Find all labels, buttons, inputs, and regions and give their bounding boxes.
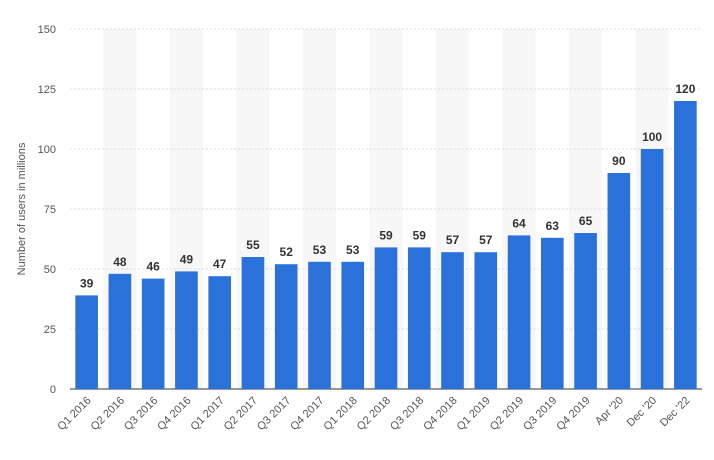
y-tick-label: 150 bbox=[38, 24, 56, 36]
data-label: 48 bbox=[113, 255, 127, 269]
bar bbox=[341, 261, 365, 389]
data-label: 53 bbox=[346, 243, 360, 257]
bar bbox=[474, 252, 498, 389]
data-label: 57 bbox=[446, 233, 460, 247]
x-tick-label: Q4 2017 bbox=[288, 395, 326, 433]
y-tick-label: 75 bbox=[44, 204, 56, 216]
data-label: 52 bbox=[280, 245, 294, 259]
data-label: 90 bbox=[612, 154, 626, 168]
y-tick-label: 125 bbox=[38, 84, 56, 96]
bar bbox=[574, 233, 597, 389]
x-tick-label: Q2 2017 bbox=[222, 395, 260, 433]
data-label: 53 bbox=[313, 243, 327, 257]
bar bbox=[407, 247, 431, 389]
bar bbox=[507, 235, 531, 389]
x-tick-label: Q4 2018 bbox=[421, 395, 459, 433]
x-tick-label: Dec '22 bbox=[658, 395, 693, 430]
bar bbox=[141, 278, 165, 389]
bar bbox=[241, 257, 265, 389]
data-label: 39 bbox=[80, 276, 94, 290]
x-tick-label: Dec '20 bbox=[625, 395, 660, 430]
data-label: 63 bbox=[546, 219, 560, 233]
x-tick-label: Q1 2019 bbox=[455, 395, 493, 433]
y-tick-label: 25 bbox=[44, 324, 56, 336]
x-tick-label: Q2 2016 bbox=[89, 395, 127, 433]
x-tick-label: Q4 2016 bbox=[155, 395, 193, 433]
data-label: 65 bbox=[579, 214, 593, 228]
y-axis-label: Number of users in millions bbox=[16, 142, 28, 275]
bar bbox=[607, 173, 631, 389]
x-tick-label: Q1 2016 bbox=[55, 395, 93, 433]
x-tick-label: Q3 2016 bbox=[122, 395, 160, 433]
x-tick-label: Apr '20 bbox=[593, 395, 626, 428]
data-label: 49 bbox=[180, 252, 194, 266]
data-label: 59 bbox=[413, 228, 427, 242]
data-label: 55 bbox=[246, 238, 260, 252]
data-label: 64 bbox=[512, 216, 526, 230]
data-label: 59 bbox=[379, 228, 393, 242]
data-label: 47 bbox=[213, 257, 227, 271]
data-labels: 39 48 46 49 47 55 52 53 53 59 59 57 57 64 63 65 90 100 120 bbox=[80, 82, 696, 290]
y-tick-label: 50 bbox=[44, 264, 56, 276]
bars bbox=[75, 101, 697, 389]
bar bbox=[75, 295, 98, 389]
bar bbox=[274, 264, 298, 389]
bar bbox=[108, 273, 132, 389]
data-label: 120 bbox=[675, 82, 695, 96]
data-label: 57 bbox=[479, 233, 493, 247]
x-tick-label: Q1 2017 bbox=[188, 395, 226, 433]
bar bbox=[175, 271, 198, 389]
bar bbox=[308, 261, 331, 389]
y-tick-label: 100 bbox=[38, 144, 56, 156]
x-tick-label: Q2 2019 bbox=[488, 395, 526, 433]
y-axis-ticks: 0 25 50 75 100 125 150 bbox=[38, 24, 56, 396]
y-tick-label: 0 bbox=[50, 384, 56, 396]
x-tick-label: Q2 2018 bbox=[355, 395, 393, 433]
x-tick-label: Q3 2017 bbox=[255, 395, 293, 433]
x-tick-label: Q3 2019 bbox=[521, 395, 559, 433]
x-tick-label: Q1 2018 bbox=[322, 395, 360, 433]
data-label: 46 bbox=[146, 260, 160, 274]
bar bbox=[674, 101, 697, 389]
x-tick-label: Q4 2019 bbox=[554, 395, 592, 433]
bar bbox=[441, 252, 464, 389]
data-label: 100 bbox=[642, 130, 662, 144]
bar bbox=[541, 237, 564, 389]
x-tick-label: Q3 2018 bbox=[388, 395, 426, 433]
bar bbox=[208, 276, 231, 389]
bar bbox=[374, 247, 398, 389]
bar bbox=[640, 149, 664, 389]
